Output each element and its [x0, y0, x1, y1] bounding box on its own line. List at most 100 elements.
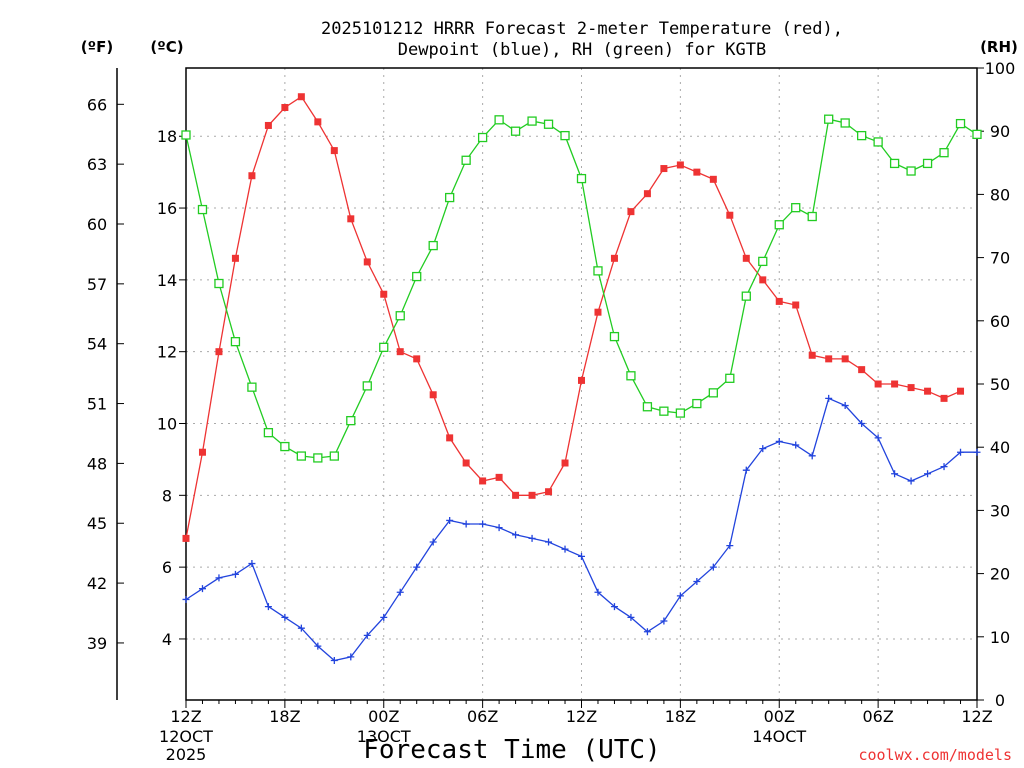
dewpoint-point: [330, 657, 338, 664]
rh-point: [395, 311, 405, 321]
dewpoint-point: [248, 560, 256, 568]
x-tick-year-label: 2025: [166, 745, 207, 764]
rh-tick-label: 70: [990, 249, 1010, 268]
temperature-point: [940, 394, 948, 402]
dewpoint-point: [264, 603, 272, 611]
dewpoint-point: [627, 613, 635, 621]
x-tick-label: 00Z: [368, 707, 399, 726]
temperature-point: [347, 215, 355, 223]
temperature-point: [775, 297, 783, 305]
rh-point: [922, 158, 933, 169]
dewpoint-point: [759, 445, 767, 453]
dewpoint-point: [314, 642, 322, 650]
data-series: [181, 93, 982, 664]
temperature-point: [380, 290, 388, 298]
rh-point: [313, 453, 323, 463]
rh-point: [280, 441, 290, 452]
temperature-point: [314, 118, 322, 126]
dewpoint-point: [907, 477, 915, 485]
dewpoint-point: [528, 534, 536, 542]
rh-point: [824, 114, 834, 124]
dewpoint-point: [841, 402, 849, 410]
rh-point: [807, 211, 817, 222]
dewpoint-point: [215, 574, 223, 582]
temperature-point: [363, 258, 371, 266]
rh-point: [774, 220, 784, 230]
rh-point: [428, 240, 438, 251]
dewpoint-point: [413, 563, 421, 571]
celsius-tick-label: 12: [157, 343, 177, 362]
dewpoint-point: [347, 653, 355, 661]
x-tick-label: 00Z: [764, 707, 795, 726]
dewpoint-point: [957, 448, 965, 456]
temperature-point: [413, 355, 421, 363]
rh-point: [445, 192, 455, 203]
temperature-point: [281, 104, 289, 111]
rh-point: [362, 381, 372, 391]
temperature-point: [297, 93, 305, 101]
rh-point: [494, 115, 504, 125]
temperature-point: [660, 165, 668, 173]
rh-point: [412, 271, 422, 282]
dewpoint-point: [380, 613, 388, 621]
temperature-point: [462, 459, 470, 467]
x-tick-date-label: 14OCT: [752, 727, 806, 746]
dewpoint-point: [396, 588, 404, 596]
chart-title-line1: 2025101212 HRRR Forecast 2-meter Tempera…: [321, 19, 843, 39]
fahrenheit-tick-label: 57: [87, 275, 107, 294]
temperature-point: [396, 348, 404, 356]
dewpoint-point: [231, 570, 239, 578]
temperature-point: [643, 190, 651, 198]
rh-tick-label: 80: [990, 185, 1010, 204]
fahrenheit-tick-label: 54: [87, 335, 107, 354]
x-tick-label: 12Z: [566, 707, 597, 726]
temperature-point: [610, 254, 618, 262]
rh-point: [477, 132, 488, 143]
rh-point: [296, 451, 307, 461]
celsius-tick-label: 16: [157, 199, 177, 218]
rh-point: [972, 129, 982, 140]
dewpoint-point: [446, 516, 454, 524]
dewpoint-point: [940, 463, 948, 471]
x-tick-label: 12Z: [170, 707, 201, 726]
rh-tick-label: 10: [990, 628, 1010, 647]
rh-point: [593, 266, 603, 276]
x-tick-label: 18Z: [665, 707, 696, 726]
dewpoint-point: [825, 394, 833, 402]
rh-point: [214, 278, 224, 289]
temperature-point: [479, 477, 487, 485]
temperature-point: [198, 448, 206, 456]
rh-tick-label: 20: [990, 565, 1010, 584]
temperature-point: [742, 254, 750, 262]
temperature-point: [907, 384, 915, 392]
temperature-point: [627, 208, 635, 216]
temperature-point: [182, 534, 190, 542]
rh-point: [939, 148, 949, 158]
watermark-link[interactable]: coolwx.com/models: [858, 746, 1012, 764]
dewpoint-point: [281, 613, 289, 621]
dewpoint-point: [462, 520, 470, 528]
rh-point: [659, 406, 669, 416]
fahrenheit-tick-label: 48: [87, 454, 107, 473]
gridlines: [186, 68, 977, 700]
rh-point: [642, 402, 653, 412]
temperature-point: [215, 348, 223, 356]
dewpoint-point: [891, 470, 899, 478]
dewpoint-point: [610, 603, 618, 611]
rh-point: [791, 203, 801, 213]
temperature-point: [330, 147, 338, 155]
tick-labels: 4 6 8 10 12 14 16 18 39 42 45 48 51 54 57 60 63 66 0 10 20 30…: [87, 59, 1015, 764]
rh-tick-label: 30: [990, 501, 1010, 520]
dewpoint-point: [874, 434, 882, 442]
x-tick-label: 12Z: [961, 707, 992, 726]
dewpoint-point: [973, 448, 981, 456]
rh-point: [263, 428, 274, 438]
rh-point: [247, 382, 257, 392]
chart-title-line2: Dewpoint (blue), RH (green) for KGTB: [398, 40, 766, 60]
fahrenheit-tick-label: 42: [87, 574, 107, 593]
celsius-tick-label: 8: [162, 486, 172, 505]
temperature-point: [545, 488, 553, 496]
dewpoint-point: [479, 520, 487, 528]
dewpoint-point: [429, 538, 437, 546]
fahrenheit-tick-label: 45: [87, 514, 107, 533]
